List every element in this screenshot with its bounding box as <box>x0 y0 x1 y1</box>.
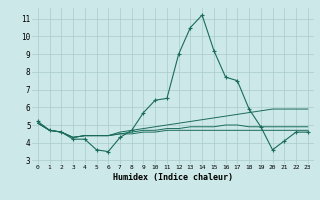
X-axis label: Humidex (Indice chaleur): Humidex (Indice chaleur) <box>113 173 233 182</box>
